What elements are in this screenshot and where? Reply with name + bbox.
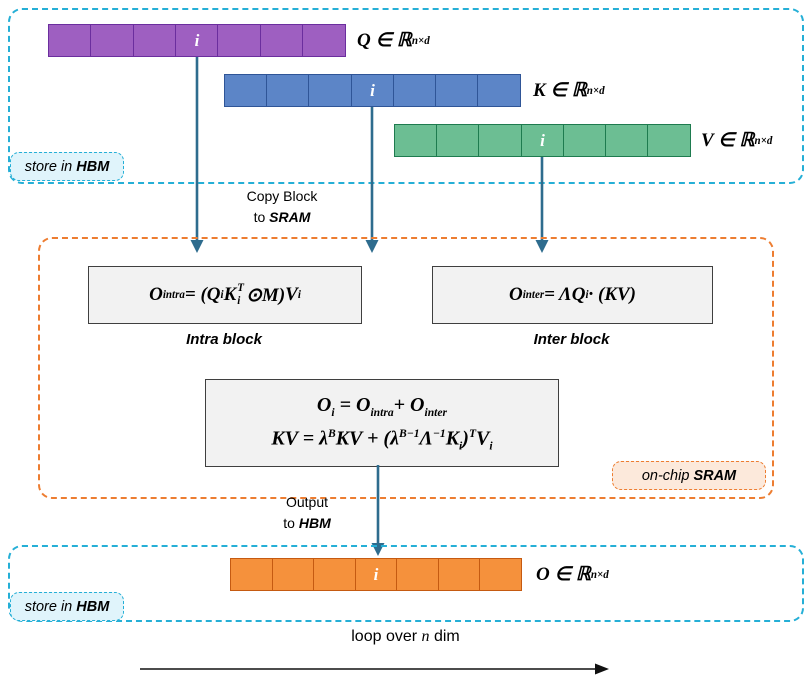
sram-emphasis: SRAM [269, 209, 311, 225]
matrix-cell [313, 558, 356, 591]
v-matrix-bar: i [394, 124, 692, 157]
matrix-cell [132, 24, 177, 57]
store-in-hbm-text-bottom: store in [24, 598, 77, 615]
hbm-top-region [8, 8, 804, 184]
loop-variable: n [421, 628, 430, 645]
store-in-hbm-tag-bottom: store in HBM [10, 592, 124, 621]
hbm-emphasis: HBM [76, 158, 110, 175]
sram-region [38, 237, 774, 499]
loop-direction-arrow [140, 663, 609, 675]
combined-formula-box: Oi = Ointra+ Ointer KV = λBKV + (λB−1Λ−1… [205, 379, 559, 467]
matrix-cell [479, 558, 522, 591]
output-note-line2: to [283, 515, 299, 531]
loop-over-n-label: loop over n dim [0, 628, 811, 646]
loop-prefix: loop over [351, 628, 422, 645]
sram-tag-emphasis: SRAM [693, 467, 737, 484]
intra-block-label: Intra block [186, 331, 262, 348]
combined-formula-line2: KV = λBKV + (λB−1Λ−1Ki)TVi [271, 426, 493, 453]
matrix-cell [435, 74, 479, 107]
matrix-cell [477, 74, 522, 107]
matrix-cell [437, 558, 481, 591]
matrix-cell [266, 74, 310, 107]
matrix-cell [605, 124, 649, 157]
matrix-cell: i [350, 74, 395, 107]
on-chip-sram-tag: on-chip SRAM [612, 461, 766, 490]
store-in-hbm-tag-top: store in HBM [10, 152, 124, 181]
output-note-line1: Output [285, 494, 329, 510]
output-note: Output to HBM [252, 492, 362, 534]
q-matrix-bar: i [48, 24, 347, 57]
hbm-emphasis-bottom: HBM [76, 598, 110, 615]
on-chip-text: on-chip [641, 467, 694, 484]
copy-block-note: Copy Block to SRAM [222, 186, 342, 228]
hbm-note-emphasis: HBM [298, 515, 331, 531]
copy-note-line1: Copy Block [246, 188, 318, 204]
combined-formula-line1: Oi = Ointra+ Ointer [316, 393, 448, 419]
arrow-v-to-sram [535, 157, 549, 253]
arrow-q-to-sram [190, 57, 204, 253]
matrix-cell [302, 24, 347, 57]
matrix-cell [217, 24, 262, 57]
matrix-cell [90, 24, 135, 57]
arrow-k-to-sram [365, 107, 379, 253]
k-matrix-bar: i [224, 74, 522, 107]
copy-note-line2: to [253, 209, 270, 225]
matrix-cell [478, 124, 523, 157]
matrix-cell [394, 124, 438, 157]
matrix-cell [647, 124, 692, 157]
matrix-cell [259, 24, 304, 57]
hbm-bottom-region [8, 545, 804, 622]
loop-suffix: dim [429, 628, 460, 645]
matrix-cell [396, 558, 439, 591]
o-matrix-bar: i [230, 558, 522, 591]
matrix-cell: i [175, 24, 219, 57]
matrix-cell: i [354, 558, 398, 591]
arrow-output-to-hbm [371, 465, 385, 556]
matrix-cell [308, 74, 353, 107]
matrix-cell: i [520, 124, 565, 157]
matrix-cell [436, 124, 480, 157]
inter-block-label: Inter block [533, 331, 610, 348]
matrix-cell [271, 558, 315, 591]
matrix-cell [224, 74, 268, 107]
matrix-cell [562, 124, 607, 157]
matrix-cell [230, 558, 273, 591]
matrix-cell [48, 24, 92, 57]
matrix-cell [392, 74, 437, 107]
store-in-hbm-text: store in [24, 158, 77, 175]
